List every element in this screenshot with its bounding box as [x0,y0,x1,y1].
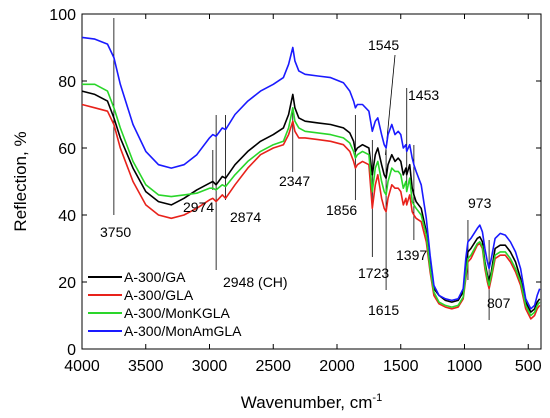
annotation-label: 2974 [183,199,214,215]
plot-frame [81,13,542,350]
annotation-label: 1723 [358,265,389,281]
x-axis-label: Wavenumber, cm-1 [241,392,382,412]
y-tick-label: 20 [58,275,76,292]
y-tick-label: 0 [67,342,76,359]
y-tick-label: 40 [58,208,76,225]
x-tick-label: 1500 [383,358,419,375]
annotation-label: 1615 [368,302,399,318]
legend-label: A-300/GLA [124,287,194,303]
annotation-label: 3750 [100,224,131,240]
annotation-label: 1397 [396,247,427,263]
annotation-label: 2347 [279,173,310,189]
axis-layer: 4000 3500 3000 2500 2000 1500 1000 500 0 20 40 60 80… [49,7,541,375]
x-tick-label: 2500 [255,358,291,375]
series-line [81,36,541,310]
legend-label: A-300/GA [124,269,186,285]
series-layer [81,36,541,320]
y-tick-label: 60 [58,141,76,158]
annotation-label: 807 [487,295,511,311]
legend-label: A-300/MonAmGLA [124,323,242,339]
x-axis-label-superscript: -1 [372,392,382,404]
x-tick-label: 500 [515,358,542,375]
y-tick-label: 80 [58,74,76,91]
annotation-label: 2874 [230,209,261,225]
x-tick-label: 3500 [128,358,164,375]
series-line [82,83,541,317]
x-tick-label: 3000 [192,358,228,375]
y-tick-label: 100 [49,7,76,24]
plot-area [81,13,542,350]
y-axis-label: Reflection, % [11,131,30,231]
annotation-label: 1545 [368,37,399,53]
legend-label: A-300/MonKGLA [124,305,230,321]
x-tick-label: 1000 [447,358,483,375]
x-tick-label: 2000 [319,358,355,375]
annotation-label-layer: 3750 2974 2948 (CH) 2874 2347 1856 1723 1615 154… [100,37,511,318]
annotation-label: 1453 [408,87,439,103]
x-axis-label-text: Wavenumber, cm [241,393,373,412]
annotation-label: 1856 [326,202,357,218]
annotation-label: 973 [468,195,492,211]
annotation-label: 2948 (CH) [223,274,288,290]
legend: A-300/GA A-300/GLA A-300/MonKGLA A-300/MonA… [88,269,242,339]
x-tick-label: 4000 [64,358,100,375]
